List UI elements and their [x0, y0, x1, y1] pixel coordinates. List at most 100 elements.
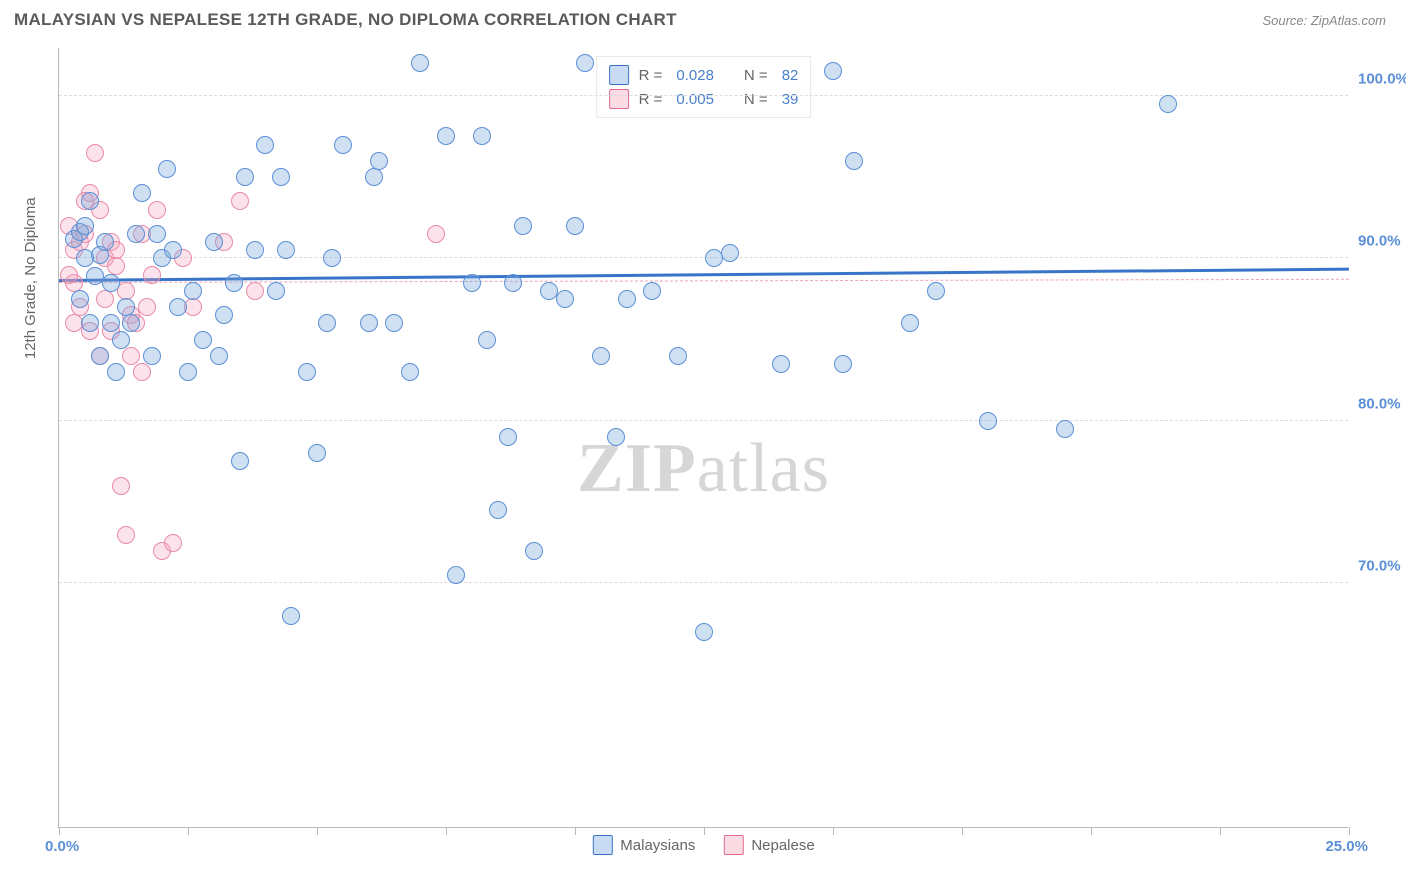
data-point-blue [164, 241, 182, 259]
chart-header: MALAYSIAN VS NEPALESE 12TH GRADE, NO DIP… [0, 0, 1406, 36]
gridline [59, 420, 1348, 421]
chart-title: MALAYSIAN VS NEPALESE 12TH GRADE, NO DIP… [14, 10, 677, 30]
y-axis-title: 12th Grade, No Diploma [22, 197, 39, 359]
data-point-blue [210, 347, 228, 365]
data-point-blue [277, 241, 295, 259]
x-tick [59, 827, 60, 835]
data-point-blue [107, 363, 125, 381]
y-tick-label: 80.0% [1358, 395, 1406, 412]
data-point-blue [370, 152, 388, 170]
x-tick [962, 827, 963, 835]
data-point-blue [158, 160, 176, 178]
data-point-blue [360, 314, 378, 332]
data-point-blue [514, 217, 532, 235]
gridline [59, 95, 1348, 96]
data-point-pink [184, 298, 202, 316]
legend-item-nepalese: Nepalese [723, 835, 814, 855]
data-point-blue [169, 298, 187, 316]
data-point-blue [525, 542, 543, 560]
data-point-blue [478, 331, 496, 349]
data-point-blue [576, 54, 594, 72]
y-tick-label: 70.0% [1358, 558, 1406, 575]
n-value-malaysians: 82 [782, 67, 799, 84]
data-point-blue [236, 168, 254, 186]
x-tick [1349, 827, 1350, 835]
data-point-pink [143, 266, 161, 284]
series-legend: Malaysians Nepalese [592, 835, 814, 855]
x-tick [1220, 827, 1221, 835]
data-point-blue [96, 233, 114, 251]
x-axis-end-label: 25.0% [1325, 838, 1368, 855]
data-point-blue [76, 217, 94, 235]
data-point-blue [927, 282, 945, 300]
data-point-blue [133, 184, 151, 202]
data-point-blue [179, 363, 197, 381]
data-point-blue [592, 347, 610, 365]
data-point-blue [721, 244, 739, 262]
data-point-blue [607, 428, 625, 446]
data-point-blue [231, 452, 249, 470]
data-point-blue [267, 282, 285, 300]
data-point-blue [215, 306, 233, 324]
data-point-pink [246, 282, 264, 300]
data-point-blue [117, 298, 135, 316]
legend-label-nepalese: Nepalese [751, 837, 814, 854]
data-point-pink [148, 201, 166, 219]
y-tick-label: 90.0% [1358, 233, 1406, 250]
data-point-blue [437, 127, 455, 145]
x-tick [446, 827, 447, 835]
data-point-blue [504, 274, 522, 292]
swatch-pink-icon [723, 835, 743, 855]
data-point-blue [246, 241, 264, 259]
data-point-blue [81, 192, 99, 210]
data-point-blue [102, 274, 120, 292]
data-point-blue [643, 282, 661, 300]
x-tick [704, 827, 705, 835]
swatch-pink-icon [609, 89, 629, 109]
data-point-blue [365, 168, 383, 186]
data-point-blue [256, 136, 274, 154]
legend-item-malaysians: Malaysians [592, 835, 695, 855]
data-point-blue [184, 282, 202, 300]
data-point-blue [979, 412, 997, 430]
data-point-pink [117, 526, 135, 544]
data-point-blue [447, 566, 465, 584]
data-point-blue [323, 249, 341, 267]
n-value-nepalese: 39 [782, 91, 799, 108]
data-point-blue [91, 347, 109, 365]
r-value-malaysians: 0.028 [676, 67, 714, 84]
watermark-atlas: atlas [697, 430, 830, 507]
data-point-pink [86, 144, 104, 162]
data-point-blue [298, 363, 316, 381]
x-tick [1091, 827, 1092, 835]
data-point-blue [318, 314, 336, 332]
y-tick-label: 100.0% [1358, 70, 1406, 87]
data-point-blue [143, 347, 161, 365]
data-point-blue [112, 331, 130, 349]
data-point-blue [194, 331, 212, 349]
data-point-pink [427, 225, 445, 243]
data-point-blue [282, 607, 300, 625]
data-point-blue [205, 233, 223, 251]
data-point-blue [473, 127, 491, 145]
watermark-zip: ZIP [577, 430, 697, 507]
data-point-blue [669, 347, 687, 365]
data-point-blue [102, 314, 120, 332]
data-point-blue [76, 249, 94, 267]
x-tick [317, 827, 318, 835]
data-point-pink [138, 298, 156, 316]
data-point-blue [499, 428, 517, 446]
r-label: R = [639, 67, 663, 84]
x-tick [575, 827, 576, 835]
legend-row-malaysians: R = 0.028 N = 82 [609, 63, 799, 87]
data-point-blue [122, 314, 140, 332]
x-tick [188, 827, 189, 835]
swatch-blue-icon [592, 835, 612, 855]
data-point-blue [127, 225, 145, 243]
data-point-pink [60, 266, 78, 284]
source-label: Source: ZipAtlas.com [1262, 13, 1386, 28]
data-point-blue [385, 314, 403, 332]
data-point-blue [845, 152, 863, 170]
data-point-blue [148, 225, 166, 243]
data-point-blue [308, 444, 326, 462]
